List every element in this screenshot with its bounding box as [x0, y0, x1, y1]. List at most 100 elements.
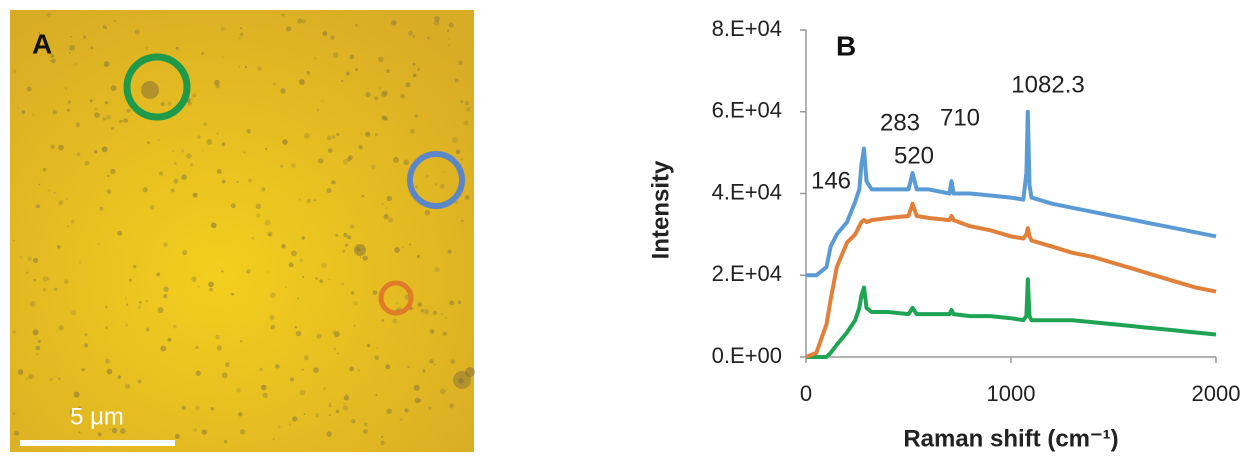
- particle: [366, 92, 371, 97]
- particle: [105, 101, 108, 104]
- particle: [221, 143, 225, 147]
- particle: [107, 369, 113, 375]
- particle: [84, 161, 89, 166]
- y-tick-label: 2.E+04: [712, 261, 782, 286]
- particle: [360, 133, 362, 135]
- particle: [413, 73, 417, 77]
- particle: [336, 410, 340, 414]
- particle: [28, 374, 33, 379]
- particle: [358, 145, 362, 149]
- particle: [285, 287, 287, 289]
- particle: [322, 100, 324, 102]
- particle: [69, 52, 71, 54]
- particle: [316, 333, 321, 338]
- particle: [327, 431, 333, 437]
- particle: [214, 80, 220, 86]
- particle: [181, 405, 185, 409]
- particle: [167, 101, 171, 105]
- particle: [421, 309, 424, 312]
- particle: [351, 419, 355, 423]
- particle: [318, 158, 324, 164]
- particle: [268, 271, 270, 273]
- particle: [387, 196, 392, 201]
- particle: [417, 255, 419, 257]
- particle: [456, 150, 460, 154]
- particle: [118, 375, 121, 378]
- particle: [361, 195, 364, 198]
- particle: [304, 133, 310, 139]
- particle: [465, 195, 470, 200]
- particle: [239, 37, 241, 39]
- particle: [32, 113, 34, 115]
- particle: [332, 135, 336, 139]
- particle: [392, 319, 397, 324]
- particle: [427, 36, 430, 39]
- particle: [385, 207, 387, 209]
- peak-annotation: 520: [894, 142, 934, 169]
- particle: [186, 153, 191, 158]
- particle: [280, 165, 283, 168]
- particle: [314, 57, 316, 59]
- particle: [382, 203, 384, 205]
- particle: [430, 329, 434, 333]
- particle: [102, 146, 108, 152]
- particle: [163, 286, 168, 291]
- particle: [192, 193, 197, 198]
- particle: [289, 423, 291, 425]
- particle: [314, 199, 316, 201]
- particle: [240, 429, 246, 435]
- particle: [36, 346, 41, 351]
- particle: [321, 262, 327, 268]
- particle: [337, 352, 339, 354]
- particle: [367, 344, 371, 348]
- particle: [292, 416, 297, 421]
- particle: [417, 302, 422, 307]
- y-tick-label: 6.E+04: [712, 98, 782, 123]
- particle: [106, 115, 111, 120]
- particle: [50, 378, 53, 381]
- particle: [98, 432, 102, 436]
- particle: [74, 63, 77, 66]
- particle: [95, 108, 97, 110]
- particle: [433, 311, 437, 315]
- particle: [248, 179, 252, 183]
- particle: [358, 369, 360, 371]
- particle: [99, 207, 103, 211]
- particle: [333, 347, 336, 350]
- particle: [408, 31, 413, 36]
- particle: [355, 68, 358, 71]
- particle: [440, 389, 446, 395]
- particle: [38, 184, 40, 186]
- particle: [378, 57, 384, 63]
- particle: [452, 137, 458, 143]
- particle: [107, 189, 112, 194]
- particle: [139, 301, 141, 303]
- particle: [236, 181, 238, 183]
- particle: [13, 412, 16, 415]
- particle: [343, 159, 348, 164]
- particle: [110, 169, 115, 174]
- particle: [105, 326, 108, 329]
- particle: [296, 331, 302, 337]
- particle: [323, 387, 325, 389]
- particle: [43, 288, 47, 292]
- scale-bar-label: 5 μm: [70, 403, 124, 430]
- particle: [13, 240, 15, 242]
- particle: [343, 403, 345, 405]
- particle: [30, 301, 36, 307]
- particle: [167, 338, 171, 342]
- particle: [281, 244, 286, 249]
- particle: [297, 18, 302, 23]
- particle: [335, 234, 338, 237]
- particle: [304, 355, 309, 360]
- particle: [231, 293, 234, 296]
- particle: [415, 186, 418, 189]
- particle: [17, 107, 19, 109]
- particle: [407, 366, 410, 369]
- particle: [125, 384, 130, 389]
- particle: [156, 272, 160, 276]
- particle: [239, 66, 241, 68]
- particle: [245, 66, 248, 69]
- particle: [326, 188, 331, 193]
- particle: [391, 20, 397, 26]
